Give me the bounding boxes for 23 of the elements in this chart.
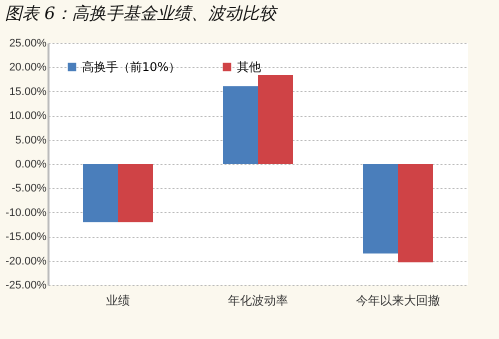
y-tick-label: -25.00% <box>6 280 47 292</box>
legend-label: 高换手（前10%） <box>82 60 181 74</box>
bar <box>398 164 433 262</box>
y-tick-label: 15.00% <box>9 86 47 98</box>
y-tick-label: -15.00% <box>6 231 47 244</box>
y-tick-label: -5.00% <box>12 182 47 195</box>
chart-title: 图表 6：高换手基金业绩、波动比较 <box>5 4 278 24</box>
y-tick-label: 20.00% <box>9 62 47 74</box>
x-tick-label: 年化波动率 <box>228 294 288 308</box>
bar <box>363 164 398 254</box>
x-tick-label: 业绩 <box>106 294 130 308</box>
y-tick-label: 0.00% <box>15 158 47 170</box>
y-tick-label: 5.00% <box>15 134 47 146</box>
y-tick-label: -10.00% <box>6 206 47 219</box>
y-tick-label: -20.00% <box>6 255 47 268</box>
legend-label: 其他 <box>237 60 261 74</box>
bar <box>118 164 153 222</box>
bar <box>83 164 118 222</box>
y-tick-label: 25.00% <box>9 38 47 50</box>
bar <box>223 86 258 164</box>
y-tick-label: 10.00% <box>9 110 47 122</box>
x-tick-label: 今年以来大回撤 <box>356 294 440 308</box>
bar <box>258 74 293 164</box>
